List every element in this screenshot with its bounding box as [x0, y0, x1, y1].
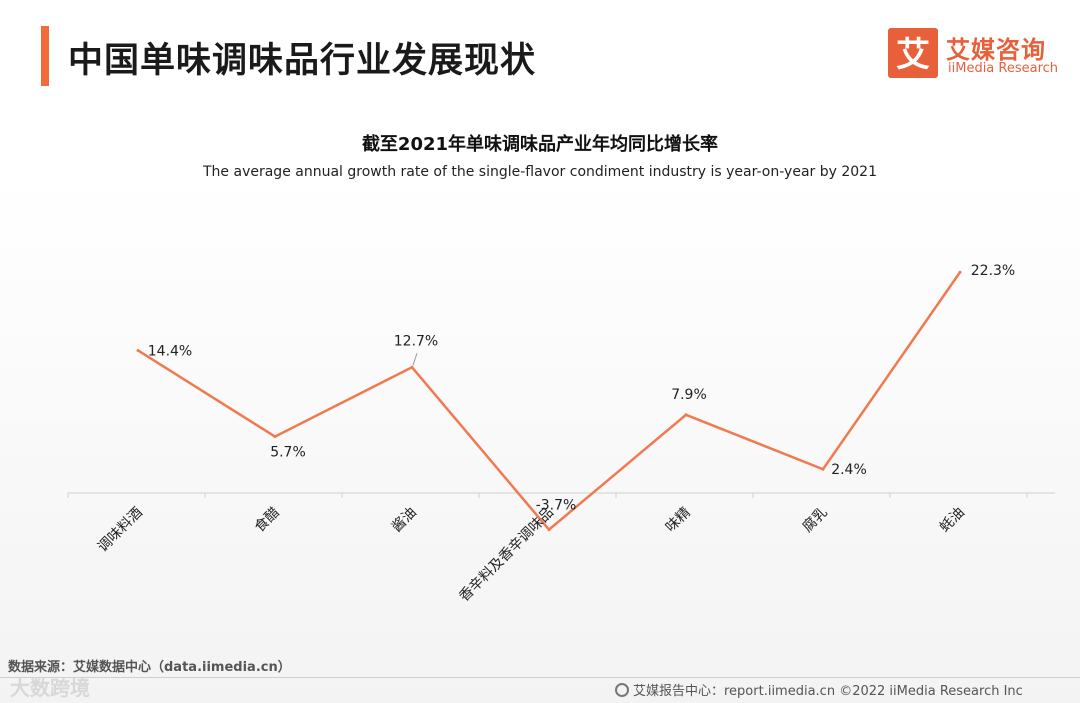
- x-tick-label: 酱油: [389, 505, 420, 536]
- data-point: [410, 365, 414, 369]
- data-label: 7.9%: [671, 387, 707, 403]
- logo-name-cn: 艾媒咨询: [946, 36, 1046, 64]
- page-title: 中国单味调味品行业发展现状: [68, 41, 537, 81]
- footer-divider: [0, 677, 1080, 678]
- data-point: [684, 413, 688, 417]
- data-point: [273, 435, 277, 439]
- watermark: 大数跨境: [10, 676, 90, 700]
- x-tick-label: 调味料酒: [95, 505, 146, 556]
- svg-text:艾: 艾: [896, 35, 930, 75]
- title-accent-bar: [41, 26, 49, 86]
- x-tick-label: 味精: [663, 505, 694, 536]
- data-label: 5.7%: [270, 445, 306, 461]
- data-label: 2.4%: [831, 462, 867, 478]
- header: 中国单味调味品行业发展现状 艾 艾媒咨询 iiMedia Research: [0, 0, 1080, 95]
- data-point: [958, 270, 962, 274]
- footer-report-text: 艾媒报告中心：report.iimedia.cn ©2022 iiMedia R…: [633, 684, 1023, 699]
- report-center-icon: [615, 683, 629, 697]
- logo-mark-icon: 艾: [888, 28, 938, 78]
- data-label: 12.7%: [394, 333, 438, 349]
- data-point: [547, 528, 551, 532]
- data-point: [821, 467, 825, 471]
- data-point: [136, 348, 140, 352]
- iimedia-logo: 艾 艾媒咨询 iiMedia Research: [888, 28, 1068, 78]
- x-tick-label: 食醋: [251, 504, 283, 536]
- chart-subtitle: The average annual growth rate of the si…: [203, 164, 877, 180]
- logo-name-en: iiMedia Research: [948, 61, 1059, 76]
- x-tick-label: 腐乳: [799, 504, 831, 536]
- x-tick-label: 香辛料及香辛调味品: [456, 505, 556, 605]
- label-leader-line: [412, 353, 418, 366]
- chart-title: 截至2021年单味调味品产业年均同比增长率: [361, 134, 719, 155]
- footer-report: 艾媒报告中心：report.iimedia.cn ©2022 iiMedia R…: [615, 680, 1023, 699]
- data-source: 数据来源：艾媒数据中心（data.iimedia.cn）: [8, 660, 291, 675]
- data-label: 14.4%: [148, 343, 192, 359]
- x-tick-label: 蚝油: [937, 505, 968, 536]
- data-label: 22.3%: [971, 263, 1015, 279]
- data-label: -3.7%: [536, 498, 577, 514]
- series-line: [137, 271, 962, 532]
